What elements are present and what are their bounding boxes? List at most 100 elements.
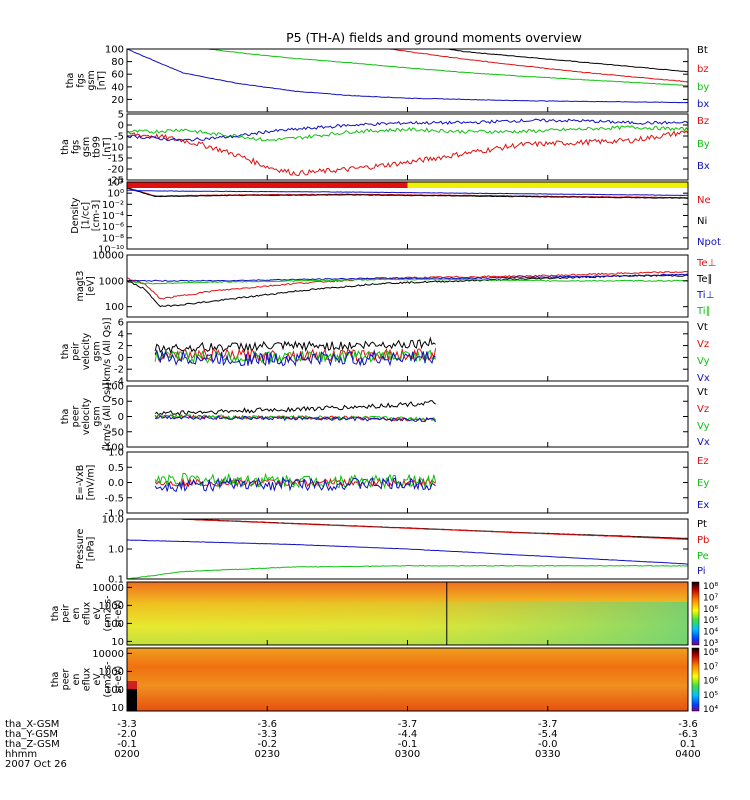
colorbar-label: 10⁶ [703, 605, 718, 615]
y-tick-label: 10.0 [102, 515, 124, 526]
legend-entry: Npot [697, 237, 721, 248]
x-axis-row-label: tha_X-GSM [5, 719, 59, 730]
y-axis-title-line: [1/cc] [81, 202, 92, 229]
y-tick-label: 5 [118, 110, 124, 121]
colorbar-label: 10⁸ [703, 582, 718, 592]
legend-entry: By [697, 139, 710, 150]
x-axis-value: -2.0 [117, 729, 137, 740]
series-line-blue [154, 476, 436, 493]
y-tick-label: 10 [111, 703, 124, 714]
y-tick-label: 10⁻⁴ [102, 211, 124, 222]
legend-entry: Vz [697, 404, 709, 415]
series-line-green [126, 125, 689, 142]
x-axis-value: -0.1 [398, 739, 418, 750]
y-axis-title-line: [km/s (All Qs)] [102, 383, 113, 451]
x-axis-value: 0230 [255, 749, 280, 760]
series-line-blue [126, 539, 689, 565]
series-line-green [154, 472, 437, 490]
panel-frame [126, 321, 689, 382]
legend-entry: Pe [697, 551, 709, 562]
y-axis-title-line: peir [71, 342, 82, 361]
y-tick-label: -5 [114, 132, 124, 143]
series-line-black [126, 187, 689, 199]
y-axis-title: Density[1/cc][cm-3] [70, 197, 102, 233]
y-tick-label: -100 [101, 443, 124, 454]
x-axis-value: -3.3 [117, 719, 137, 730]
x-axis-row-label: tha_Y-GSM [5, 729, 58, 740]
y-tick-label: 20 [111, 95, 124, 106]
y-axis-title-line: [nT] [97, 71, 108, 90]
x-axis-value: -3.3 [257, 729, 277, 740]
x-axis-value: -3.6 [678, 719, 698, 730]
y-tick-label: 80 [111, 57, 124, 68]
y-axis-title-line: peer [71, 406, 82, 428]
legend-entry: Vz [697, 339, 709, 350]
y-tick-label: 0.5 [108, 463, 124, 474]
y-axis-title: thafgsgsm[nT] [65, 70, 108, 90]
y-tick-label: 1.0 [108, 545, 124, 556]
y-axis-title-line: (cm2-s- [103, 595, 114, 631]
y-tick-label: 10000 [92, 649, 124, 660]
legend-entry: Ni [697, 216, 707, 227]
series-line-red [126, 271, 689, 300]
y-axis-title: thapeirenefluxeV(cm2-s-sr-eV) [50, 595, 124, 631]
y-axis-title-line: [mV/m] [86, 465, 97, 501]
y-axis-title: magt3[eV] [75, 271, 97, 302]
y-tick-label: 10⁻¹⁰ [98, 245, 124, 256]
colorbar-label: 10⁷ [703, 662, 718, 672]
x-axis-value: -3.6 [257, 719, 277, 730]
legend-entry: Pt [697, 519, 707, 530]
y-axis-title-line: [eV] [86, 276, 97, 296]
y-tick-label: 100 [105, 302, 124, 313]
series-line-blue [154, 414, 436, 423]
y-axis-title-line: en [71, 608, 82, 620]
y-tick-label: -20 [108, 165, 124, 176]
legend-entry: Vt [697, 387, 708, 398]
panel-p2: thafgsgsmtb99[nT] Bz By Bx 50-5-10-15-20-25 [60, 110, 710, 187]
x-axis-value: -0.2 [257, 739, 277, 750]
y-axis-title-line: gsm [92, 341, 103, 361]
series-line-blue [126, 189, 689, 197]
legend-entry: by [697, 82, 709, 93]
series-line-black [154, 400, 436, 417]
x-axis-value: -3.7 [398, 719, 418, 730]
y-tick-label: -2 [114, 365, 124, 376]
colorbar-label: 10⁸ [703, 648, 718, 658]
y-axis-title-line: gsm [92, 406, 103, 426]
series-line-blue [126, 118, 689, 142]
panel-p8: Pressure[nPa] Pt Pb Pe Pi 10.0 1.0 0.1 [75, 515, 709, 586]
series-line-red [127, 518, 689, 540]
y-axis-title-line: tha [50, 672, 61, 688]
y-axis-title: thapeirvelocitygsm[km/s (All Qs)] [60, 318, 113, 386]
series-line-red [127, 48, 689, 83]
y-tick-label: 1000 [99, 601, 124, 612]
y-tick-label: -15 [108, 154, 124, 165]
y-tick-label: 0.0 [108, 478, 124, 489]
x-axis-date: 2007 Oct 26 [5, 759, 67, 770]
y-axis-title-line: en [71, 674, 82, 686]
colorbar-label: 10⁷ [703, 593, 718, 603]
legend-entry: Vx [697, 373, 710, 384]
x-axis-value: -4.4 [398, 729, 418, 740]
y-tick-label: 6 [118, 318, 124, 329]
y-tick-label: 0.1 [108, 575, 124, 586]
legend-entry: Vt [697, 322, 708, 333]
x-axis-value: -0.1 [117, 739, 137, 750]
y-axis-title-line: [nT] [102, 137, 113, 156]
y-axis-title-line: tha [60, 139, 71, 155]
y-tick-label: 10⁻² [102, 200, 124, 211]
y-axis-title-line: tha [60, 409, 71, 425]
spectrogram-low-flux-region [127, 602, 688, 645]
y-axis-title-line: sr-eV) [113, 666, 124, 694]
y-axis-title: Pressure[nPa] [75, 529, 97, 570]
legend-entry: Ey [697, 478, 709, 489]
y-axis-title-line: tha [65, 73, 76, 89]
y-tick-label: -25 [108, 176, 124, 187]
y-axis-title-line: peer [61, 669, 72, 691]
legend-entry: Vy [697, 356, 710, 367]
legend-entry: Vy [697, 421, 710, 432]
y-tick-label: 10⁻⁶ [102, 222, 124, 233]
panel-p3: Density[1/cc][cm-3] NeNiNpot10²10⁰10⁻²10⁻… [70, 178, 721, 256]
legend-entry: Te⊥ [696, 258, 716, 269]
